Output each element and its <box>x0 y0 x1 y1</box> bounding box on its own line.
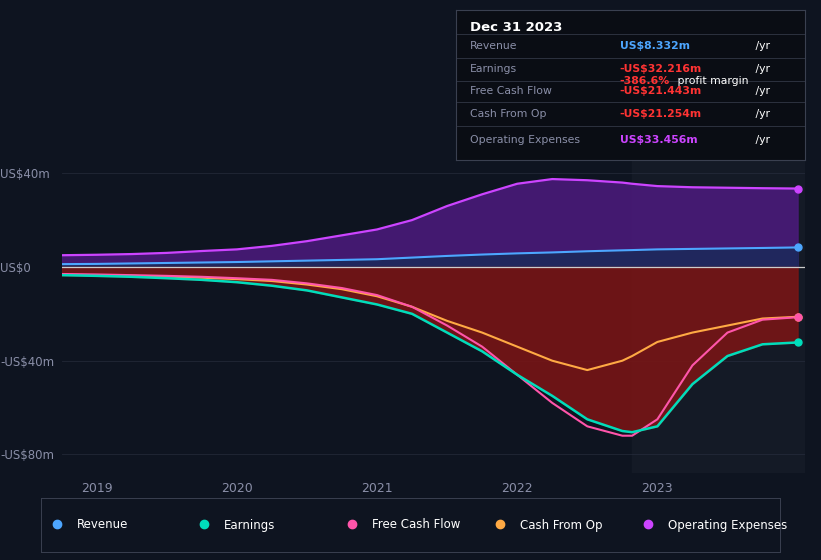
Text: US$33.456m: US$33.456m <box>620 135 697 145</box>
Text: Free Cash Flow: Free Cash Flow <box>470 86 552 96</box>
Text: -US$21.254m: -US$21.254m <box>620 109 702 119</box>
Text: /yr: /yr <box>752 135 770 145</box>
Text: Cash From Op: Cash From Op <box>470 109 546 119</box>
Text: -386.6%: -386.6% <box>620 76 670 86</box>
Text: profit margin: profit margin <box>674 76 748 86</box>
Text: Revenue: Revenue <box>76 519 128 531</box>
Text: -US$21.443m: -US$21.443m <box>620 86 702 96</box>
Text: /yr: /yr <box>752 64 770 74</box>
Text: -US$32.216m: -US$32.216m <box>620 64 702 74</box>
Text: Operating Expenses: Operating Expenses <box>470 135 580 145</box>
Text: /yr: /yr <box>752 86 770 96</box>
Text: Operating Expenses: Operating Expenses <box>667 519 787 531</box>
Text: /yr: /yr <box>752 109 770 119</box>
Text: Cash From Op: Cash From Op <box>520 519 603 531</box>
Bar <box>632 157 805 473</box>
Text: Earnings: Earnings <box>470 64 516 74</box>
Text: Free Cash Flow: Free Cash Flow <box>372 519 461 531</box>
Text: US$8.332m: US$8.332m <box>620 40 690 50</box>
Text: /yr: /yr <box>752 40 770 50</box>
Text: Dec 31 2023: Dec 31 2023 <box>470 21 562 34</box>
Text: Earnings: Earnings <box>224 519 276 531</box>
Text: Revenue: Revenue <box>470 40 517 50</box>
